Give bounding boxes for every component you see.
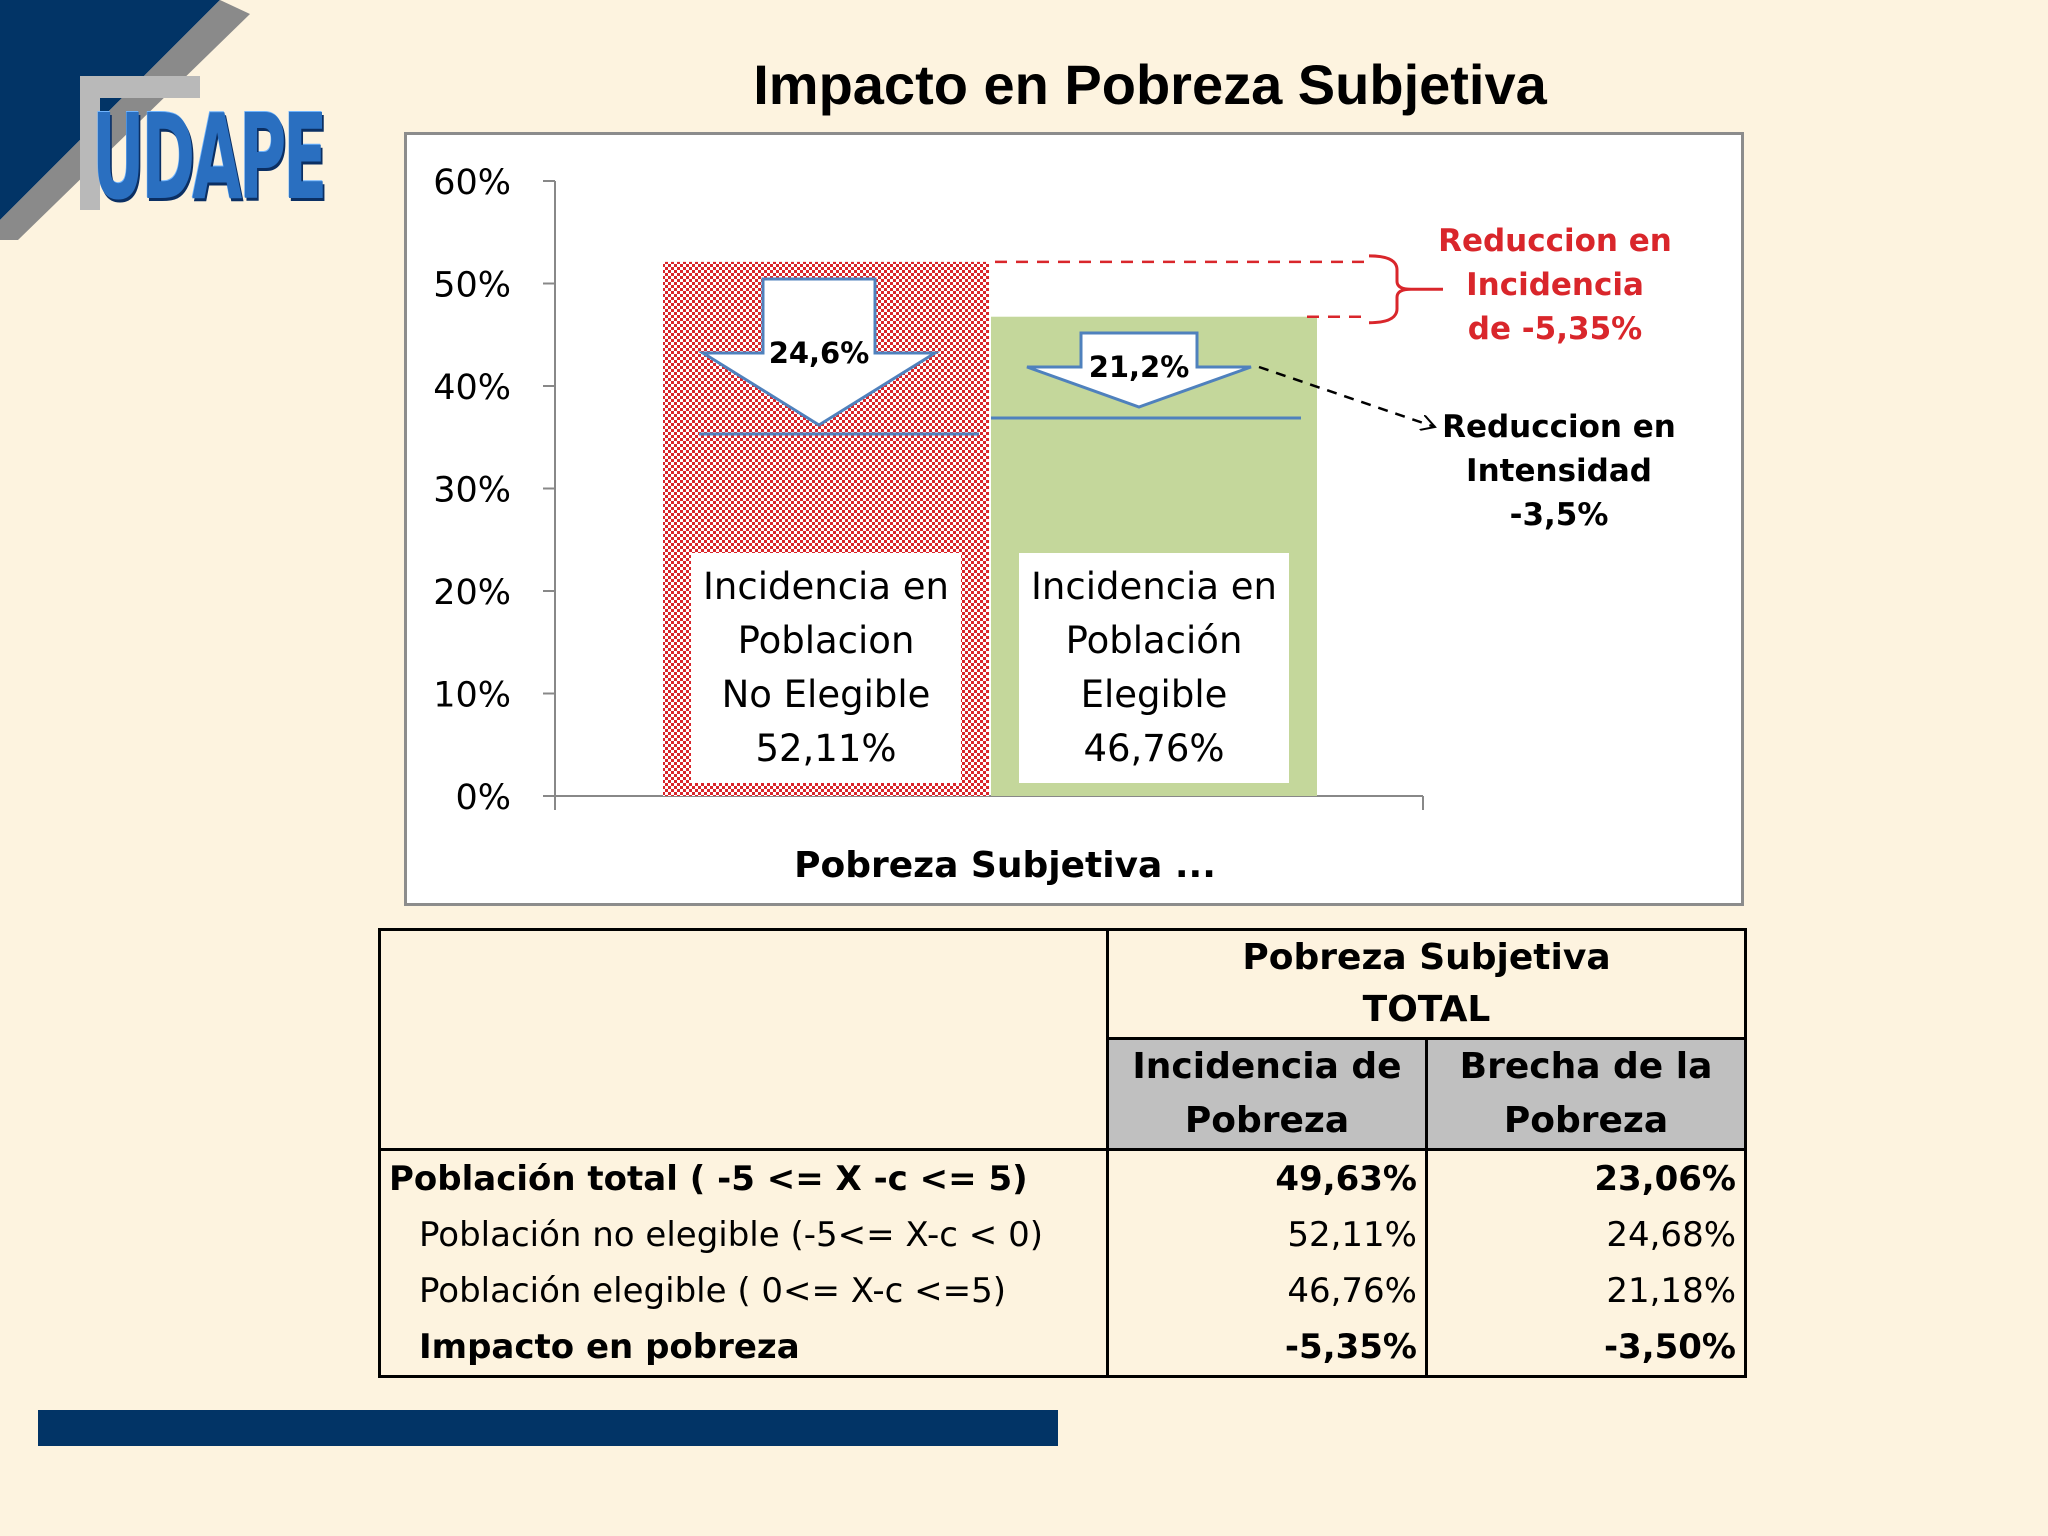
row-value-incidencia: 52,11% [1106, 1207, 1428, 1263]
group-header-line1: Pobreza Subjetiva [1242, 937, 1611, 978]
footer-bar [38, 1410, 1058, 1446]
y-tick-label: 30% [433, 471, 511, 511]
row-value-incidencia: 49,63% [1106, 1148, 1428, 1207]
bar-label-box [691, 553, 961, 783]
chart-frame: 0% 10% 20% 30% 40% 50% 60% Incidencia en Poblac… [404, 132, 1744, 906]
row-value-incidencia: 46,76% [1106, 1263, 1428, 1319]
arrow-elegible-label: 21,2% [1089, 350, 1190, 384]
annotation-incidencia-line: Reduccion en [1438, 223, 1672, 259]
annotation-incidencia-line: Incidencia [1466, 267, 1644, 303]
col1-line2: Pobreza [1184, 1100, 1350, 1141]
bar-label-line: Incidencia en [1031, 565, 1277, 608]
corner-decoration [0, 0, 250, 240]
col1-line1: Incidencia de [1132, 1046, 1402, 1087]
y-tick-label: 20% [433, 573, 511, 613]
table-row: Población elegible ( 0<= X-c <=5) 46,76%… [378, 1263, 1748, 1319]
bar-label-line: Elegible [1081, 673, 1228, 716]
col2-line2: Pobreza [1503, 1100, 1669, 1141]
y-tick-label: 40% [433, 368, 511, 408]
annotation-incidencia-line: de -5,35% [1468, 311, 1642, 347]
row-value-brecha: 21,18% [1424, 1263, 1748, 1319]
row-value-brecha: -3,50% [1424, 1319, 1748, 1378]
arrow-elegible [1026, 331, 1252, 409]
chart: 0% 10% 20% 30% 40% 50% 60% Incidencia en Poblac… [433, 163, 1676, 886]
arrow-no-elegible [697, 277, 941, 427]
bar-label-box [1019, 553, 1289, 783]
y-tick-label: 50% [433, 266, 511, 306]
y-tick-label: 0% [455, 778, 511, 818]
intensity-pointer-arrow [1258, 365, 1435, 427]
col-header-brecha: Brecha de la Pobreza [1424, 1037, 1748, 1151]
annotation-intensidad-line: -3,5% [1510, 497, 1609, 533]
bar-label-line: 46,76% [1083, 727, 1224, 770]
table-group-header: Pobreza Subjetiva TOTAL [1105, 928, 1748, 1040]
row-value-incidencia: -5,35% [1106, 1319, 1428, 1378]
group-header-line2: TOTAL [1362, 989, 1491, 1030]
bar-label-line: 52,11% [755, 727, 896, 770]
results-table: Pobreza Subjetiva TOTAL Incidencia de Po… [378, 928, 1748, 1378]
table-corner-cell [378, 928, 1109, 1151]
bar-label-line: Incidencia en [703, 565, 949, 608]
table-row: Población no elegible (-5<= X-c < 0) 52,… [378, 1207, 1748, 1263]
x-axis-label: Pobreza Subjetiva ... [794, 845, 1216, 886]
y-tick-label: 60% [433, 163, 511, 203]
bar-label-line: Población [1066, 619, 1243, 662]
annotation-intensidad-line: Intensidad [1466, 453, 1652, 489]
table-row: Población total ( -5 <= X -c <= 5) 49,63… [378, 1148, 1748, 1207]
row-label: Población total ( -5 <= X -c <= 5) [378, 1148, 1109, 1207]
udape-logo: UDAPE [92, 88, 328, 226]
row-label: Impacto en pobreza [378, 1319, 1109, 1378]
reduction-brace [1368, 254, 1412, 325]
y-tick-label: 10% [433, 676, 511, 716]
row-value-brecha: 23,06% [1424, 1148, 1748, 1207]
bar-label-line: No Elegible [722, 673, 931, 716]
col2-line1: Brecha de la [1459, 1046, 1713, 1087]
bar-label-line: Poblacion [738, 619, 915, 662]
col-header-incidencia: Incidencia de Pobreza [1106, 1037, 1428, 1151]
row-value-brecha: 24,68% [1424, 1207, 1748, 1263]
row-label: Población no elegible (-5<= X-c < 0) [378, 1207, 1109, 1263]
arrow-no-elegible-label: 24,6% [769, 336, 870, 370]
table-row: Impacto en pobreza -5,35% -3,50% [378, 1319, 1748, 1378]
row-label: Población elegible ( 0<= X-c <=5) [378, 1263, 1109, 1319]
annotation-intensidad-line: Reduccion en [1442, 409, 1676, 445]
slide-title: Impacto en Pobreza Subjetiva [753, 53, 1547, 116]
